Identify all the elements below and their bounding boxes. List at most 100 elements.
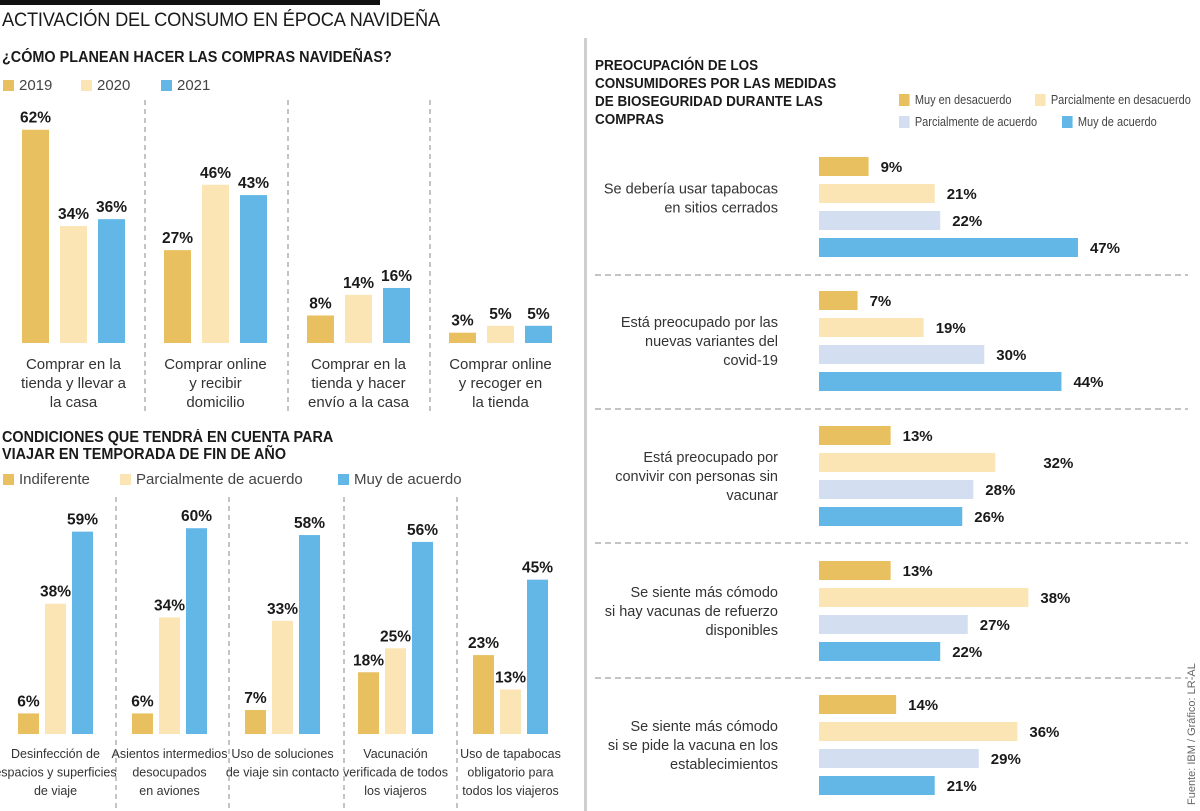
value-label: 18% [353, 652, 384, 669]
bar-viajar-4-0 [473, 655, 494, 734]
category-label: disponibles [705, 623, 778, 639]
legend-swatch [3, 474, 14, 485]
category-label: Asientos intermedios [111, 747, 227, 761]
header-rule [0, 0, 380, 5]
chart-bioseguridad-title-line1: PREOCUPACIÓN DE LOS [595, 58, 759, 74]
bar-viajar-3-2 [412, 541, 433, 734]
category-label: verificada de todos [343, 766, 448, 780]
value-label: 13% [495, 669, 526, 686]
value-label: 5% [489, 306, 512, 323]
hbar-3-1 [819, 588, 1029, 607]
category-label: si hay vacunas de refuerzo [605, 604, 778, 620]
legend-item: 2021 [161, 77, 210, 94]
value-label: 25% [380, 628, 411, 645]
value-label: 21% [947, 778, 977, 795]
value-label: 27% [980, 617, 1010, 634]
hbar-1-2 [819, 345, 985, 364]
hbar-2-3 [819, 507, 963, 526]
value-label: 30% [996, 347, 1026, 364]
value-label: 62% [20, 110, 51, 127]
legend-swatch [338, 474, 349, 485]
bar-viajar-0-2 [72, 531, 93, 734]
value-label: 56% [407, 522, 438, 539]
bar-viajar-3-0 [358, 672, 379, 734]
legend-item: Muy en desacuerdo [899, 93, 1011, 107]
hbar-1-3 [819, 372, 1062, 391]
bar-viajar-1-0 [132, 713, 153, 734]
hbar-3-3 [819, 642, 941, 661]
value-label: 14% [908, 697, 938, 714]
value-label: 32% [1043, 455, 1073, 472]
bar-compras-3-2 [525, 325, 552, 343]
category-label: Está preocupado por las [621, 315, 778, 331]
value-label: 3% [451, 313, 474, 330]
value-label: 38% [40, 584, 71, 601]
legend-label: Muy de acuerdo [354, 471, 462, 488]
category-label: convivir con personas sin [615, 469, 778, 485]
category-label: y recoger en [459, 375, 542, 392]
hbar-4-0 [819, 695, 897, 714]
category-label: Se debería usar tapabocas [604, 182, 778, 198]
value-label: 59% [67, 512, 98, 529]
legend-item: Muy de acuerdo [1062, 115, 1157, 129]
category-label: todos los viajeros [462, 784, 559, 798]
value-label: 27% [162, 230, 193, 247]
hbar-1-1 [819, 318, 924, 337]
value-label: 28% [985, 482, 1015, 499]
chart-viajar-title-line2: VIAJAR EN TEMPORADA DE FIN DE AÑO [2, 446, 287, 463]
value-label: 34% [154, 597, 185, 614]
hbar-4-2 [819, 749, 979, 768]
legend-label: Indiferente [19, 471, 90, 488]
bar-viajar-0-1 [45, 603, 66, 734]
category-label: espacios y superficies [0, 766, 117, 780]
source-note: Fuente: IBM / Gráfico: LR-AL [1186, 663, 1198, 805]
bar-viajar-0-0 [18, 713, 39, 734]
chart-bioseguridad-title-line2: CONSUMIDORES POR LAS MEDIDAS [595, 76, 837, 92]
legend-item: 2020 [81, 77, 161, 94]
category-label: en sitios cerrados [664, 201, 778, 217]
hbar-4-3 [819, 776, 935, 795]
category-label: obligatorio para [467, 766, 553, 780]
category-label: Se siente más cómodo [631, 719, 779, 735]
hbar-2-0 [819, 426, 891, 445]
value-label: 14% [343, 275, 374, 292]
value-label: 44% [1073, 374, 1103, 391]
value-label: 58% [294, 515, 325, 532]
value-label: 46% [200, 165, 231, 182]
value-label: 29% [991, 751, 1021, 768]
legend-label: 2021 [177, 77, 211, 94]
hbar-0-1 [819, 184, 935, 203]
category-label: de viaje sin contacto [226, 766, 339, 780]
bar-compras-3-0 [449, 332, 476, 343]
value-label: 60% [181, 508, 212, 525]
value-label: 21% [947, 186, 977, 203]
category-label: Uso de soluciones [231, 747, 333, 761]
bar-compras-0-2 [98, 219, 125, 343]
chart-compras-legend: 2019 2020 2021 [3, 77, 210, 94]
category-label: desocupados [132, 766, 206, 780]
category-label: en aviones [139, 784, 199, 798]
legend-swatch [161, 80, 172, 91]
category-label: Está preocupado por [643, 450, 778, 466]
category-label: de viaje [34, 784, 77, 798]
legend-item: Parcialmente de acuerdo [120, 471, 338, 488]
category-label: Comprar online [164, 356, 267, 373]
legend-label: Muy en desacuerdo [914, 93, 1012, 107]
bar-viajar-4-1 [500, 689, 521, 734]
hbar-1-0 [819, 291, 858, 310]
value-label: 26% [974, 509, 1004, 526]
chart-bioseguridad-title-line4: COMPRAS [595, 112, 664, 128]
legend-item: Parcialmente en desacuerdo [1035, 93, 1191, 107]
category-label: covid-19 [723, 353, 778, 369]
value-label: 16% [381, 268, 412, 285]
hbar-0-3 [819, 238, 1078, 257]
legend-swatch [899, 116, 910, 128]
bar-compras-3-1 [487, 325, 514, 343]
bar-viajar-2-1 [272, 620, 293, 734]
bar-viajar-3-1 [385, 648, 406, 734]
legend-swatch [899, 94, 910, 106]
legend-label: 2020 [97, 77, 131, 94]
bar-compras-1-0 [164, 250, 191, 343]
value-label: 6% [131, 693, 154, 710]
legend-item: 2019 [3, 77, 81, 94]
